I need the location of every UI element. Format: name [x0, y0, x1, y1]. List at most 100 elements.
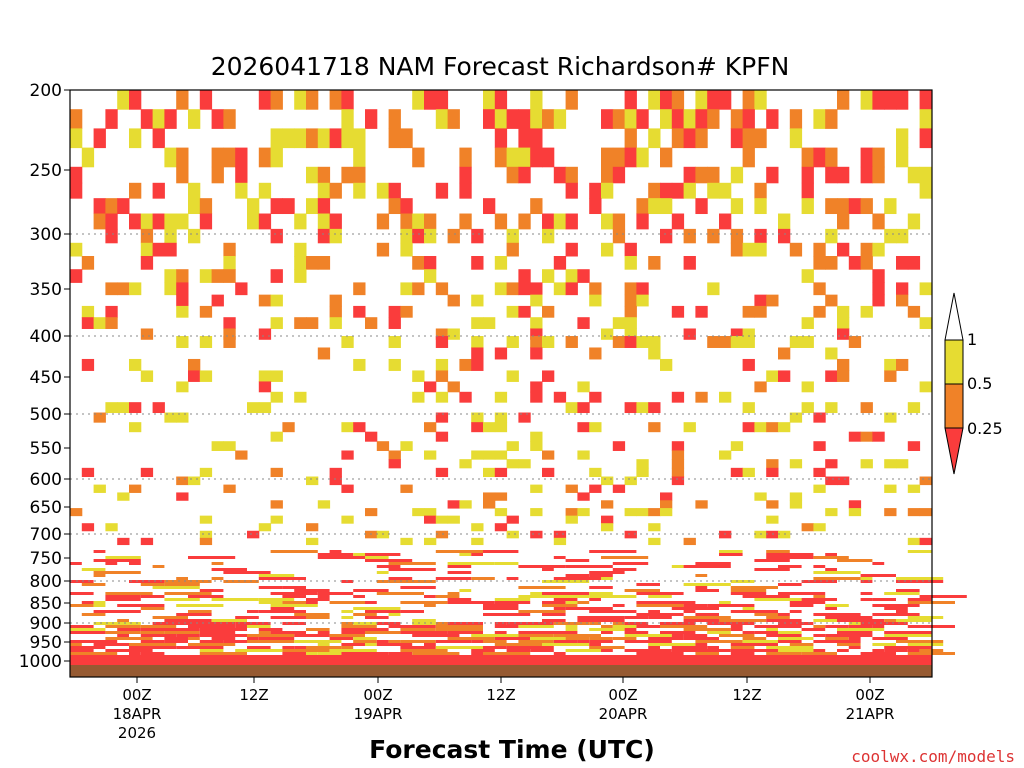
ri-streak: [152, 622, 188, 625]
ri-cell: [825, 294, 838, 307]
ri-cell: [176, 282, 189, 296]
ri-cell: [601, 242, 614, 257]
ri-cell: [199, 213, 213, 230]
ri-cell: [660, 198, 673, 215]
ri-streak: [624, 589, 660, 592]
ri-streak: [884, 592, 920, 595]
ri-streak: [164, 631, 200, 634]
ri-cell: [270, 228, 283, 244]
ri-cell: [471, 450, 484, 460]
ri-streak: [447, 622, 483, 625]
ri-cell: [683, 328, 696, 340]
ri-cell: [825, 459, 838, 469]
ri-streak: [317, 652, 342, 655]
ri-cell: [152, 182, 165, 199]
ri-cell: [258, 370, 272, 382]
ri-cell: [93, 317, 106, 329]
ri-cell: [388, 182, 401, 199]
ri-streak: [294, 640, 342, 643]
ri-streak: [813, 640, 837, 643]
ri-cell: [176, 381, 189, 393]
ri-streak: [778, 649, 814, 652]
ri-cell: [837, 317, 850, 329]
ri-cell: [447, 109, 460, 129]
ri-streak: [341, 652, 389, 655]
ri-streak: [896, 577, 944, 580]
ri-streak: [919, 649, 944, 652]
ri-streak: [93, 559, 141, 562]
ri-streak: [789, 610, 802, 613]
ri-cell: [81, 358, 95, 371]
ri-streak: [860, 592, 873, 595]
ri-cell: [577, 317, 590, 329]
ri-streak: [211, 577, 224, 580]
ri-cell: [459, 166, 472, 184]
credit-text: coolwx.com/models: [851, 747, 1015, 766]
ri-cell: [837, 166, 850, 184]
ri-streak: [483, 550, 519, 553]
ri-cell: [518, 213, 531, 230]
ri-cell: [624, 90, 637, 110]
ri-cell: [518, 128, 531, 149]
ri-cell: [376, 242, 390, 257]
ri-cell: [412, 282, 425, 296]
ri-cell: [742, 402, 755, 414]
ri-cell: [506, 228, 519, 244]
ri-streak: [624, 649, 672, 652]
ri-cell: [565, 213, 578, 230]
ri-cell: [341, 109, 354, 129]
ri-streak: [140, 652, 165, 655]
ri-streak: [376, 592, 424, 595]
ri-streak: [813, 595, 826, 598]
ri-cell: [730, 328, 744, 340]
ri-cell: [660, 147, 673, 168]
ri-cell: [813, 484, 826, 493]
ri-cell: [365, 530, 378, 539]
ri-streak: [766, 628, 778, 631]
ri-streak: [129, 643, 177, 646]
ri-streak: [778, 637, 814, 640]
ri-cell: [695, 128, 708, 149]
y-tick-label: 700: [30, 525, 62, 545]
ri-streak: [896, 610, 908, 613]
ri-cell: [542, 147, 555, 168]
ri-streak: [518, 640, 554, 643]
ri-cell: [825, 109, 838, 129]
ri-streak: [176, 604, 224, 607]
ri-cell: [848, 500, 862, 509]
ri-streak: [365, 556, 389, 559]
ri-cell: [919, 381, 932, 393]
ri-cell: [848, 431, 862, 442]
ri-streak: [211, 562, 224, 565]
ri-streak: [801, 580, 837, 583]
ri-cell: [778, 370, 791, 382]
ri-cell: [825, 508, 838, 517]
ri-cell: [660, 182, 673, 199]
ri-streak: [778, 640, 802, 643]
ri-cell: [848, 336, 862, 348]
ri-streak: [648, 610, 660, 613]
ri-cell: [376, 182, 390, 199]
ri-cell: [105, 305, 118, 318]
ground-fill: [70, 665, 932, 677]
ri-streak: [896, 619, 932, 622]
ri-cell: [164, 109, 177, 129]
ri-streak: [589, 643, 601, 646]
ri-cell: [235, 450, 248, 460]
ri-cell: [813, 147, 826, 168]
ri-cell: [837, 358, 850, 371]
ri-streak: [447, 631, 483, 634]
ri-cell: [624, 317, 637, 329]
ri-cell: [494, 523, 508, 532]
ri-cell: [660, 228, 673, 244]
ri-streak: [282, 649, 330, 652]
ri-cell: [235, 182, 248, 199]
ri-cell: [530, 328, 543, 340]
ri-cell: [636, 213, 649, 230]
ri-cell: [589, 294, 602, 307]
ri-cell: [754, 422, 767, 433]
ri-cell: [801, 317, 814, 329]
ri-cell: [530, 431, 543, 442]
ri-cell: [140, 328, 154, 340]
ri-cell: [577, 422, 590, 433]
